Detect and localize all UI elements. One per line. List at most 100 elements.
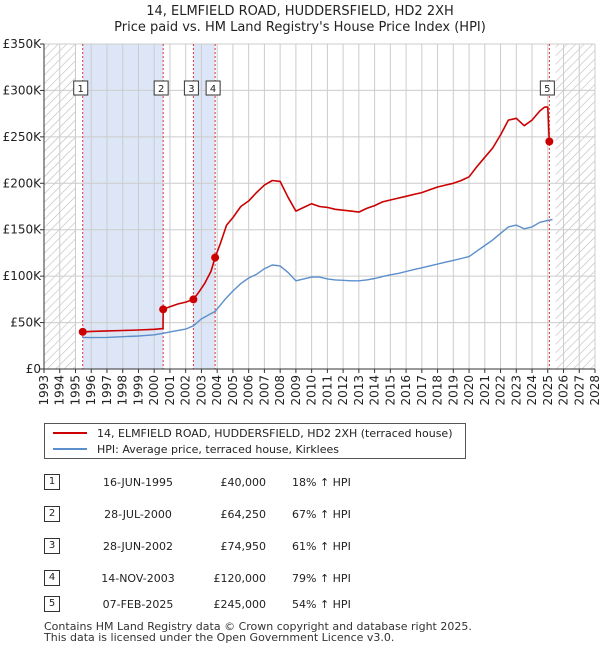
x-tick-label: 2008 xyxy=(273,375,287,406)
sale-date: 07-FEB-2025 xyxy=(102,598,174,611)
table-row: 3 28-JUN-2002 £74,950 61% ↑ HPI xyxy=(44,536,464,556)
y-tick-label: £150K xyxy=(3,223,43,237)
legend-label-property: 14, ELMFIELD ROAD, HUDDERSFIELD, HD2 2XH… xyxy=(97,426,453,440)
x-tick-label: 2016 xyxy=(399,375,413,406)
sale-label-number: 4 xyxy=(210,84,216,95)
x-tick-label: 1996 xyxy=(84,375,98,406)
footer-line-2: This data is licensed under the Open Gov… xyxy=(44,631,395,644)
sale-hpi-diff: 18% ↑ HPI xyxy=(292,476,351,489)
sale-hpi-diff: 67% ↑ HPI xyxy=(292,508,351,521)
x-tick-label: 2012 xyxy=(336,375,350,406)
property-price-line xyxy=(82,106,551,333)
x-tick-label: 2024 xyxy=(525,375,539,406)
x-tick-label: 2010 xyxy=(305,375,319,406)
x-tick-label: 2002 xyxy=(179,375,193,406)
x-tick-label: 1997 xyxy=(100,375,114,406)
price-chart: 1 2 3 4 5 £0 £50K £100K £150K £200K £250K £300K £35… xyxy=(3,37,600,406)
x-tick-label: 2014 xyxy=(368,375,382,406)
y-tick-label: £250K xyxy=(3,130,43,144)
x-tick-label: 2001 xyxy=(163,375,177,406)
sale-price: £40,000 xyxy=(220,476,267,489)
x-tick-label: 2028 xyxy=(588,375,600,406)
sale-number: 2 xyxy=(44,506,60,522)
sale-label-number: 5 xyxy=(544,84,550,95)
x-tick-label: 2027 xyxy=(572,375,586,406)
sale-price: £74,950 xyxy=(220,540,267,553)
sale-hpi-diff: 61% ↑ HPI xyxy=(292,540,351,553)
chart-subtitle: Price paid vs. HM Land Registry's House … xyxy=(114,20,486,35)
table-row: 2 28-JUL-2000 £64,250 67% ↑ HPI xyxy=(44,504,464,524)
sale-price: £120,000 xyxy=(213,572,267,585)
sale-date: 28-JUL-2000 xyxy=(104,508,172,521)
sale-number: 5 xyxy=(44,596,60,612)
x-tick-label: 1999 xyxy=(131,375,145,406)
table-row: 4 14-NOV-2003 £120,000 79% ↑ HPI xyxy=(44,568,464,588)
x-tick-label: 1998 xyxy=(116,375,130,406)
sale-number: 4 xyxy=(44,570,60,586)
x-tick-label: 2013 xyxy=(352,375,366,406)
sale-date: 14-NOV-2003 xyxy=(101,572,175,585)
sale-point xyxy=(211,253,220,262)
legend-item-property: 14, ELMFIELD ROAD, HUDDERSFIELD, HD2 2XH… xyxy=(53,425,453,441)
legend-label-hpi: HPI: Average price, terraced house, Kirk… xyxy=(97,442,340,456)
sale-label-box xyxy=(205,80,221,96)
legend: 14, ELMFIELD ROAD, HUDDERSFIELD, HD2 2XH… xyxy=(44,423,466,459)
sale-point xyxy=(545,137,554,146)
y-tick-label: £50K xyxy=(10,316,42,330)
sale-number: 1 xyxy=(44,474,60,490)
x-tick-label: 2019 xyxy=(446,375,460,406)
y-tick-label: £300K xyxy=(3,83,43,97)
chart-title: 14, ELMFIELD ROAD, HUDDERSFIELD, HD2 2XH xyxy=(146,4,454,19)
x-tick-label: 2004 xyxy=(210,375,224,406)
sale-point xyxy=(159,305,168,314)
x-tick-label: 2006 xyxy=(242,375,256,406)
y-tick-label: £350K xyxy=(3,37,43,51)
x-tick-label: 1993 xyxy=(37,375,51,406)
x-tick-label: 1995 xyxy=(68,375,82,406)
footer-line-1: Contains HM Land Registry data © Crown c… xyxy=(44,620,472,633)
x-tick-label: 2015 xyxy=(383,375,397,406)
sale-hpi-diff: 54% ↑ HPI xyxy=(292,598,351,611)
legend-swatch-property xyxy=(53,432,87,434)
legend-item-hpi: HPI: Average price, terraced house, Kirk… xyxy=(53,441,339,457)
x-tick-label: 2023 xyxy=(509,375,523,406)
sale-point xyxy=(78,327,87,336)
x-tick-label: 2020 xyxy=(462,375,476,406)
sale-label-number: 2 xyxy=(158,84,164,95)
sale-price: £245,000 xyxy=(213,598,267,611)
y-tick-label: £100K xyxy=(3,269,43,283)
sale-label-box xyxy=(539,80,555,96)
hatched-region xyxy=(555,44,595,369)
legend-swatch-hpi xyxy=(53,448,87,450)
x-tick-label: 2026 xyxy=(557,375,571,406)
x-tick-label: 2007 xyxy=(257,375,271,406)
x-tick-label: 2025 xyxy=(541,375,555,406)
x-tick-label: 2017 xyxy=(415,375,429,406)
sale-hpi-diff: 79% ↑ HPI xyxy=(292,572,351,585)
sale-point xyxy=(189,295,198,304)
sale-label-box xyxy=(153,80,169,96)
x-tick-label: 2005 xyxy=(226,375,240,406)
x-tick-label: 2022 xyxy=(494,375,508,406)
y-tick-label: £200K xyxy=(3,176,43,190)
y-tick-label: £0 xyxy=(26,362,41,376)
hpi-line xyxy=(82,218,553,339)
x-tick-label: 2021 xyxy=(478,375,492,406)
x-tick-label: 2003 xyxy=(194,375,208,406)
sale-date: 16-JUN-1995 xyxy=(102,476,174,489)
sale-number: 3 xyxy=(44,538,60,554)
sale-label-number: 1 xyxy=(78,84,84,95)
sale-label-number: 3 xyxy=(188,84,194,95)
table-row: 1 16-JUN-1995 £40,000 18% ↑ HPI xyxy=(44,472,464,492)
table-row: 5 07-FEB-2025 £245,000 54% ↑ HPI xyxy=(44,594,464,614)
x-tick-label: 2018 xyxy=(431,375,445,406)
ownership-shade xyxy=(193,44,216,369)
sale-price: £64,250 xyxy=(220,508,267,521)
x-tick-label: 2011 xyxy=(320,375,334,406)
footer-copyright: Contains HM Land Registry data © Crown c… xyxy=(44,621,472,643)
x-tick-label: 1994 xyxy=(53,375,67,406)
x-tick-label: 2000 xyxy=(147,375,161,406)
sale-label-box xyxy=(73,80,89,96)
x-tick-label: 2009 xyxy=(289,375,303,406)
sale-label-box xyxy=(183,80,199,96)
